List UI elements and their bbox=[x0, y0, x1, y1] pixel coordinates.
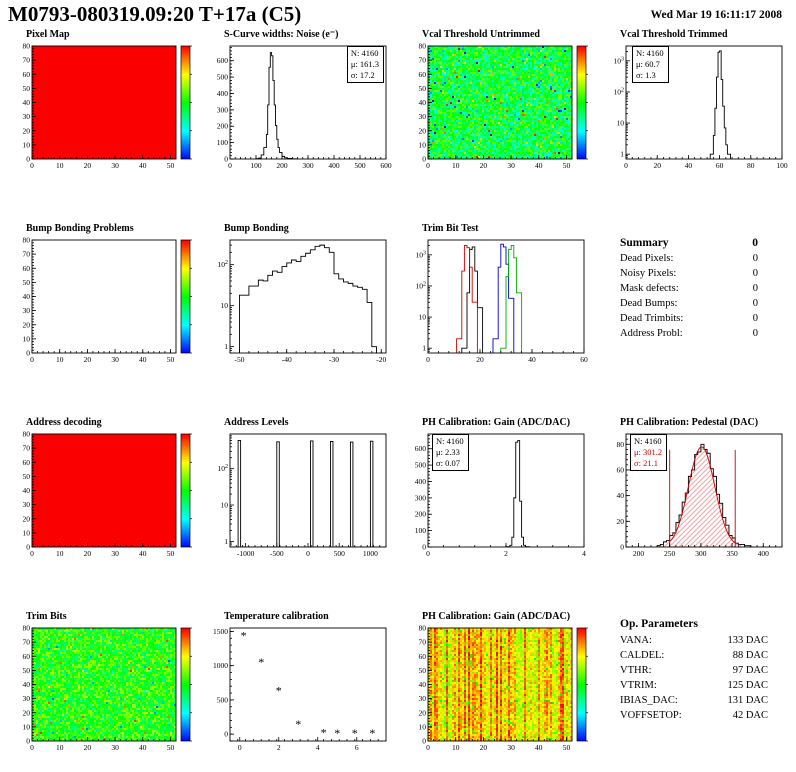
panel-trim-bit-test: Trim Bit Test bbox=[404, 222, 592, 368]
op-parameter-label: VTHR: bbox=[620, 665, 652, 676]
chart-title: Temperature calibration bbox=[224, 611, 329, 622]
summary-label: Noisy Pixels: bbox=[620, 268, 677, 279]
summary-total: 0 bbox=[752, 237, 758, 249]
panel-trim-bits: Trim Bits bbox=[8, 610, 196, 756]
summary-value: 0 bbox=[752, 298, 758, 309]
op-parameter-label: VOFFSETOP: bbox=[620, 710, 682, 721]
address-levels-chart bbox=[206, 429, 394, 561]
panel-pixel-map: Pixel Map bbox=[8, 28, 196, 174]
stats-line: μ: 2.33 bbox=[436, 447, 460, 458]
chart-title: PH Calibration: Gain (ADC/DAC) bbox=[422, 417, 571, 428]
bump-bonding-chart bbox=[206, 235, 394, 367]
chart-title: Trim Bits bbox=[26, 611, 67, 622]
panel-bump-bonding: Bump Bonding bbox=[206, 222, 394, 368]
chart-title: S-Curve widths: Noise (e⁻) bbox=[224, 29, 339, 40]
panel-address-decoding: Address decoding bbox=[8, 416, 196, 562]
vcal-untrimmed-chart bbox=[404, 41, 592, 173]
summary-row: Dead Trimbits: 0 bbox=[620, 311, 758, 326]
stats-line: N: 4160 bbox=[350, 48, 379, 58]
stats-box: N: 4160 μ: 301.2 σ: 21.1 bbox=[630, 434, 668, 472]
stats-line: μ: 60.7 bbox=[636, 59, 660, 70]
panel-ph-pedestal: PH Calibration: Pedestal (DAC) N: 4160 μ… bbox=[602, 416, 790, 562]
op-parameter-value: 42 DAC bbox=[732, 710, 768, 721]
chart-title: Address Levels bbox=[224, 417, 289, 428]
summary-row: Mask defects: 0 bbox=[620, 281, 758, 296]
chart-title: Bump Bonding Problems bbox=[26, 223, 134, 234]
op-parameter-row: IBIAS_DAC: 131 DAC bbox=[620, 693, 768, 708]
summary-label: Dead Bumps: bbox=[620, 298, 678, 309]
address-decoding-chart bbox=[8, 429, 196, 561]
op-parameter-row: VANA: 133 DAC bbox=[620, 633, 768, 648]
op-parameter-label: IBIAS_DAC: bbox=[620, 695, 678, 706]
summary-row: Noisy Pixels: 0 bbox=[620, 266, 758, 281]
chart-title: Trim Bit Test bbox=[422, 223, 479, 234]
stats-box: N: 4160 μ: 60.7 σ: 1.3 bbox=[632, 46, 669, 84]
panel-bump-bonding-problems: Bump Bonding Problems bbox=[8, 222, 196, 368]
panel-ph-gain-hist: PH Calibration: Gain (ADC/DAC) N: 4160 μ… bbox=[404, 416, 592, 562]
stats-line: μ: 301.2 bbox=[634, 447, 663, 458]
ph-gain-map-chart bbox=[404, 623, 592, 755]
op-parameter-row: VTHR: 97 DAC bbox=[620, 663, 768, 678]
panel-address-levels: Address Levels bbox=[206, 416, 394, 562]
op-parameter-value: 125 DAC bbox=[727, 680, 768, 691]
timestamp: Wed Mar 19 16:11:17 2008 bbox=[650, 9, 782, 21]
panel-scurve-noise: S-Curve widths: Noise (e⁻) N: 4160 μ: 16… bbox=[206, 28, 394, 174]
vcal-trimmed-chart bbox=[602, 41, 790, 173]
stats-box: N: 4160 μ: 161.3 σ: 17.2 bbox=[346, 46, 384, 84]
summary-title: Summary bbox=[620, 237, 669, 249]
op-parameter-value: 97 DAC bbox=[732, 665, 768, 676]
panel-ph-gain-map: PH Calibration: Gain (ADC/DAC) bbox=[404, 610, 592, 756]
chart-title: PH Calibration: Pedestal (DAC) bbox=[620, 417, 759, 428]
panel-temperature-calibration: Temperature calibration bbox=[206, 610, 394, 756]
trim-bits-chart bbox=[8, 623, 196, 755]
summary-value: 0 bbox=[752, 313, 758, 324]
panel-vcal-trimmed: Vcal Threshold Trimmed N: 4160 μ: 60.7 σ… bbox=[602, 28, 790, 174]
op-parameter-value: 133 DAC bbox=[727, 635, 768, 646]
op-parameter-label: VTRIM: bbox=[620, 680, 657, 691]
chart-title: Vcal Threshold Untrimmed bbox=[422, 29, 540, 40]
stats-line: σ: 21.1 bbox=[634, 458, 658, 469]
summary-value: 0 bbox=[752, 283, 758, 294]
op-parameter-row: CALDEL: 88 DAC bbox=[620, 648, 768, 663]
chart-title: Pixel Map bbox=[26, 29, 70, 40]
stats-line: N: 4160 bbox=[436, 436, 464, 446]
summary-label: Dead Trimbits: bbox=[620, 313, 684, 324]
stats-line: σ: 1.3 bbox=[636, 70, 656, 81]
op-parameters-title: Op. Parameters bbox=[620, 618, 698, 630]
op-parameter-label: CALDEL: bbox=[620, 650, 665, 661]
op-parameter-label: VANA: bbox=[620, 635, 652, 646]
summary-label: Mask defects: bbox=[620, 283, 679, 294]
op-parameter-row: VOFFSETOP: 42 DAC bbox=[620, 708, 768, 723]
summary-label: Dead Pixels: bbox=[620, 253, 674, 264]
pixel-map-chart bbox=[8, 41, 196, 173]
panel-vcal-untrimmed: Vcal Threshold Untrimmed bbox=[404, 28, 592, 174]
chart-title: PH Calibration: Gain (ADC/DAC) bbox=[422, 611, 571, 622]
summary-row: Address Probl: 0 bbox=[620, 326, 758, 341]
stats-line: μ: 161.3 bbox=[350, 59, 379, 70]
stats-line: σ: 17.2 bbox=[350, 70, 375, 81]
summary-value: 0 bbox=[752, 328, 758, 339]
chart-title: Vcal Threshold Trimmed bbox=[620, 29, 728, 40]
op-parameters-panel: Op. Parameters VANA: 133 DAC CALDEL: 88 … bbox=[620, 616, 768, 723]
summary-value: 0 bbox=[752, 253, 758, 264]
summary-row: Dead Pixels: 0 bbox=[620, 251, 758, 266]
summary-panel: Summary 0 Dead Pixels: 0 Noisy Pixels: 0… bbox=[620, 236, 758, 341]
op-parameter-value: 131 DAC bbox=[727, 695, 768, 706]
page-title: M0793-080319.09:20 T+17a (C5) bbox=[8, 2, 302, 26]
summary-label: Address Probl: bbox=[620, 328, 683, 339]
summary-row: Dead Bumps: 0 bbox=[620, 296, 758, 311]
stats-box: N: 4160 μ: 2.33 σ: 0.07 bbox=[432, 434, 469, 472]
temperature-calibration-chart bbox=[206, 623, 394, 755]
stats-line: σ: 0.07 bbox=[436, 458, 460, 469]
bump-bonding-problems-chart bbox=[8, 235, 196, 367]
trim-bit-test-chart bbox=[404, 235, 592, 367]
stats-line: N: 4160 bbox=[636, 48, 664, 58]
op-parameter-row: VTRIM: 125 DAC bbox=[620, 678, 768, 693]
stats-line: N: 4160 bbox=[634, 436, 662, 446]
chart-title: Bump Bonding bbox=[224, 223, 289, 234]
op-parameter-value: 88 DAC bbox=[732, 650, 768, 661]
chart-title: Address decoding bbox=[26, 417, 102, 428]
summary-value: 0 bbox=[752, 268, 758, 279]
